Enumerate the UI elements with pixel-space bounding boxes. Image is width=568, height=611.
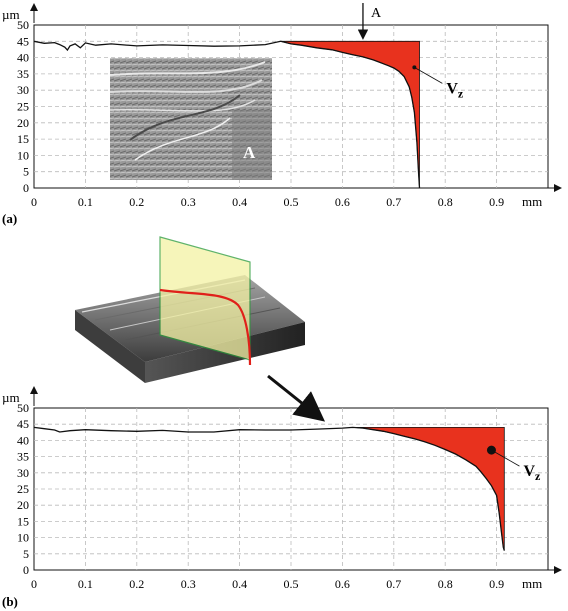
x-axis-label-a: mm	[522, 194, 542, 209]
x-axis-label-b: mm	[522, 576, 542, 591]
tick-labels-b: 0 5 10 15 20 25 30 35 40 45 50 0 0.1 0.2 0.3 0.4 0.5 0.6 0…	[17, 401, 504, 591]
volume-leader-b	[491, 449, 520, 467]
grid-b	[30, 386, 562, 574]
y-tick-label: 0	[23, 181, 29, 195]
x-tick-label: 0.4	[232, 577, 247, 591]
x-tick-label: 0.3	[181, 577, 196, 591]
x-tick-label: 0.7	[386, 577, 401, 591]
y-tick-label: 45	[17, 417, 29, 431]
panel-label-b: (b)	[2, 594, 18, 609]
x-tick-label: 0	[31, 577, 37, 591]
x-tick-label: 0	[31, 195, 37, 209]
y-tick-label: 50	[17, 18, 29, 32]
x-tick-label: 0.1	[78, 577, 93, 591]
x-tick-label: 0.5	[284, 195, 299, 209]
y-tick-label: 20	[17, 116, 29, 130]
y-tick-label: 15	[17, 514, 29, 528]
pointer-arrow	[267, 374, 326, 422]
volume-label-subscript: z	[458, 86, 464, 100]
y-tick-label: 40	[17, 433, 29, 447]
x-tick-label: 0.9	[489, 195, 504, 209]
y-tick-label: 0	[23, 563, 29, 577]
chart-b: 0 5 10 15 20 25 30 35 40 45 50 0 0.1 0.2 0.3 0.4 0.5 0.6 0…	[2, 386, 562, 609]
y-tick-label: 40	[17, 51, 29, 65]
y-tick-label: 10	[17, 148, 29, 162]
y-tick-label: 30	[17, 83, 29, 97]
profile-line-b	[33, 426, 505, 551]
volume-label-main: V	[523, 463, 535, 480]
y-tick-label: 35	[17, 450, 29, 464]
x-tick-label: 0.3	[181, 195, 196, 209]
x-tick-label: 0.2	[129, 195, 144, 209]
x-tick-label: 0.2	[129, 577, 144, 591]
volume-leader-a	[414, 67, 443, 84]
y-axis-label-b: µm	[2, 390, 20, 405]
profile-line-a	[33, 40, 421, 189]
y-tick-label: 35	[17, 67, 29, 81]
x-tick-label: 0.8	[438, 195, 453, 209]
y-tick-label: 45	[17, 34, 29, 48]
volume-label-b: Vz	[523, 463, 541, 483]
arrow-label-a: A	[371, 6, 382, 21]
y-tick-label: 15	[17, 132, 29, 146]
x-tick-label: 0.8	[438, 577, 453, 591]
surface-3d-illustration	[75, 236, 305, 383]
y-tick-label: 5	[23, 547, 29, 561]
y-tick-label: 50	[17, 401, 29, 415]
inset-micrograph-a	[109, 58, 272, 180]
inset-label-a: A	[243, 143, 256, 162]
y-tick-label: 20	[17, 498, 29, 512]
x-tick-label: 0.9	[489, 577, 504, 591]
y-tick-label: 30	[17, 466, 29, 480]
y-tick-label: 10	[17, 531, 29, 545]
x-tick-label: 0.6	[335, 195, 350, 209]
volume-region-a	[280, 40, 420, 189]
y-tick-label: 5	[23, 165, 29, 179]
volume-label-a: Vz	[446, 80, 464, 100]
y-axis-label-a: µm	[2, 7, 20, 22]
x-tick-label: 0.1	[78, 195, 93, 209]
volume-label-subscript: z	[535, 469, 541, 483]
panel-label-a: (a)	[2, 211, 17, 226]
y-tick-label: 25	[17, 100, 29, 114]
x-tick-label: 0.5	[284, 577, 299, 591]
tick-labels-a: 0 5 10 15 20 25 30 35 40 45 50 0 0.1 0.2 0.3 0.4 0.5 0.6 0…	[17, 18, 504, 209]
x-tick-label: 0.4	[232, 195, 247, 209]
x-tick-label: 0.6	[335, 577, 350, 591]
x-tick-label: 0.7	[386, 195, 401, 209]
y-tick-label: 25	[17, 482, 29, 496]
chart-a: 0 5 10 15 20 25 30 35 40 45 50 0 0.1 0.2 0.3 0.4 0.5 0.6 0…	[2, 3, 562, 226]
volume-label-main: V	[446, 80, 458, 97]
